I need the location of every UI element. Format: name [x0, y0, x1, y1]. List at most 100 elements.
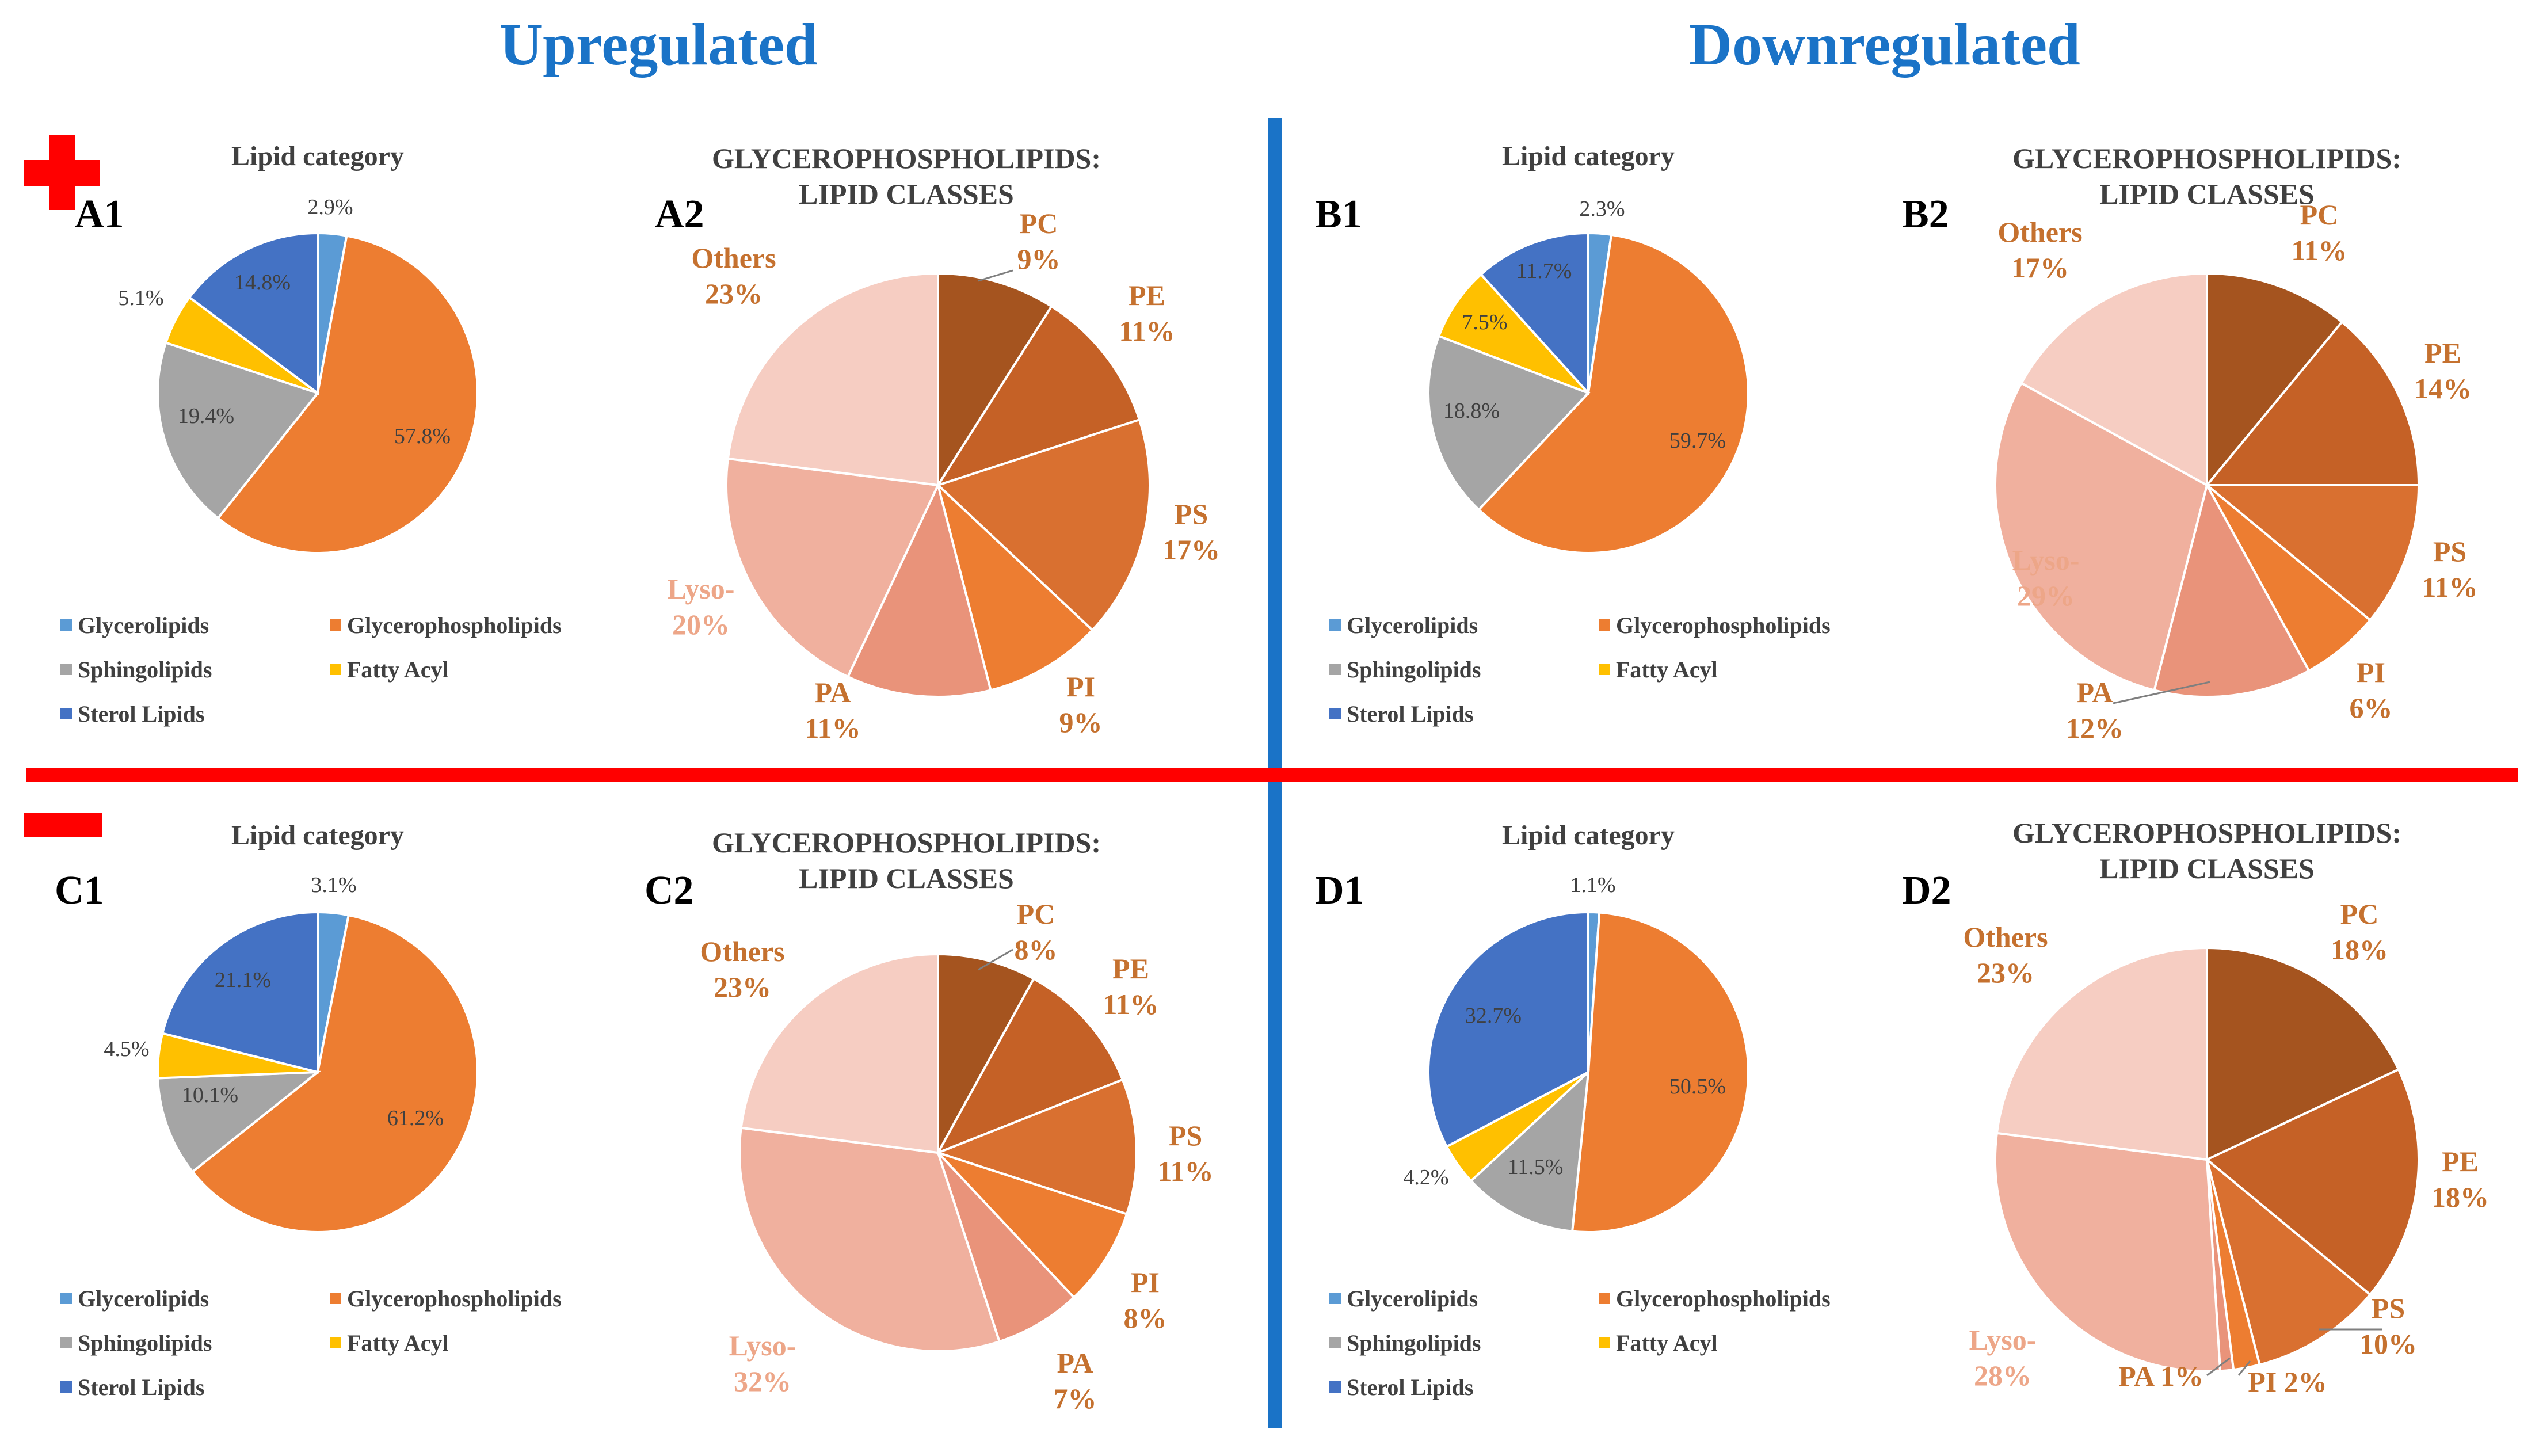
pie-slice-D1-sphingolipids	[1469, 1069, 1590, 1233]
class-label-B2-others: Others	[1997, 216, 2082, 248]
legend-swatch-fattyacyl	[1599, 664, 1610, 675]
legend-label-glycerophospholipids: Glycerophospholipids	[347, 1286, 562, 1312]
class-label-C2-ps: PS	[1169, 1119, 1202, 1152]
pie-slice-A1-sphingolipids	[157, 341, 320, 520]
panel-label-D1: D1	[1315, 868, 1364, 913]
class-label-C2-lyso: Lyso-	[729, 1329, 796, 1362]
plus-icon	[24, 135, 100, 210]
chart-title-C2-line2: LIPID CLASSES	[799, 862, 1014, 894]
legend-swatch-glycerolipids	[1329, 619, 1341, 631]
pie-slice-D2-pc	[2206, 946, 2400, 1162]
data-label-A1-sterollipids: 14.8%	[234, 270, 291, 295]
class-value-C2-pi: 8%	[1124, 1302, 1167, 1334]
pie-chart-A1: A1 Lipid category 2.9% 57.8% 19.4% 5.1% 14.8% G…	[60, 141, 562, 727]
pie-slice-C2-pi	[937, 1152, 1129, 1299]
legend-swatch-glycerophospholipids	[330, 619, 341, 631]
class-label-D2-pi: PI 2%	[2248, 1366, 2327, 1398]
class-value-D2-pe: 18%	[2431, 1181, 2489, 1213]
chart-title-C2-line1: GLYCEROPHOSPHOLIPIDS:	[712, 826, 1101, 859]
pie-slice-C2-pc	[937, 952, 1035, 1153]
pie-slice-B2-others	[2019, 272, 2208, 487]
pie-slice-B2-pe	[2204, 320, 2420, 486]
class-value-A2-lyso: 20%	[672, 608, 730, 641]
pie-chart-B1: B1 Lipid category 2.3% 59.7% 18.8% 7.5% 11.7% G…	[1315, 141, 1831, 727]
class-label-D2-pc: PC	[2340, 898, 2379, 930]
panel-label-D2: D2	[1902, 868, 1951, 913]
data-label-B1-fattyacyl: 7.5%	[1462, 310, 1507, 334]
pie-slice-A2-others	[726, 272, 939, 487]
class-value-D2-ps: 10%	[2359, 1328, 2417, 1360]
data-label-D1-fattyacyl: 4.2%	[1403, 1165, 1448, 1190]
legend-swatch-glycerolipids	[1329, 1293, 1341, 1304]
legend-swatch-fattyacyl	[330, 1337, 341, 1348]
legend-label-sphingolipids: Sphingolipids	[1347, 1330, 1481, 1356]
data-label-C1-glycerophospholipids: 61.2%	[387, 1106, 444, 1130]
class-label-B2-pi: PI	[2357, 656, 2385, 688]
class-value-C2-lyso: 32%	[734, 1365, 791, 1397]
class-label-C2-pa: PA	[1057, 1347, 1093, 1379]
class-value-C2-ps: 11%	[1157, 1155, 1213, 1187]
class-label-A2-ps: PS	[1175, 498, 1208, 530]
panel-label-A2: A2	[655, 192, 704, 237]
legend-label-sphingolipids: Sphingolipids	[78, 657, 212, 683]
legend-label-fattyacyl: Fatty Acyl	[347, 657, 449, 683]
class-label-A2-pe: PE	[1129, 279, 1165, 311]
pie-slice-C1-glycerophospholipids	[190, 913, 479, 1234]
pie-slice-B1-sphingolipids	[1427, 334, 1591, 512]
class-label-D2-pe: PE	[2442, 1145, 2479, 1177]
pie-slice-C2-others	[739, 952, 939, 1154]
class-label-B2-ps: PS	[2433, 535, 2466, 567]
data-label-A1-sphingolipids: 19.4%	[178, 404, 234, 428]
class-label-C2-pc: PC	[1017, 898, 1055, 930]
legend-label-glycerolipids: Glycerolipids	[78, 612, 209, 638]
data-label-B1-sphingolipids: 18.8%	[1443, 399, 1500, 423]
pie-slice-C1-sphingolipids	[157, 1070, 322, 1173]
legend-swatch-sphingolipids	[1329, 664, 1341, 675]
class-label-A2-pa: PA	[815, 676, 851, 708]
class-value-B2-pc: 11%	[2291, 234, 2347, 266]
pie-slice-B1-sterollipids	[1479, 231, 1589, 397]
panel-label-B1: B1	[1315, 192, 1362, 237]
leader-line-D2-pa	[2206, 1357, 2231, 1377]
class-value-C2-pa: 7%	[1054, 1382, 1097, 1415]
class-label-B2-pe: PE	[2424, 337, 2461, 369]
legend-swatch-sterollipids	[60, 708, 72, 719]
pie-slice-A2-ps	[936, 418, 1151, 632]
chart-title-B2-line2: LIPID CLASSES	[2099, 178, 2315, 210]
class-label-D2-others: Others	[1963, 921, 2048, 953]
legend-label-sphingolipids: Sphingolipids	[78, 1330, 212, 1356]
pie-slice-B1-fattyacyl	[1437, 272, 1589, 394]
class-value-B2-ps: 11%	[2422, 571, 2477, 603]
pie-slice-B2-pi	[2206, 484, 2372, 673]
class-label-B2-pa: PA	[2077, 676, 2113, 708]
chart-title-B2-line1: GLYCEROPHOSPHOLIPIDS:	[2012, 142, 2401, 174]
data-label-C1-sterollipids: 21.1%	[215, 968, 271, 992]
heading-upregulated: Upregulated	[500, 12, 818, 78]
plus-icon-horizontal-bar	[24, 160, 100, 186]
class-label-C2-others: Others	[700, 935, 784, 967]
legend-swatch-glycerophospholipids	[1599, 619, 1610, 631]
data-label-A1-glycerolipids: 2.9%	[307, 195, 353, 219]
pie-slice-C2-lyso	[738, 1126, 1001, 1352]
chart-title-D2-line2: LIPID CLASSES	[2099, 852, 2315, 885]
class-label-A2-pi: PI	[1066, 670, 1095, 703]
leader-line-D2-pi	[2237, 1360, 2251, 1376]
pie-slice-C2-pa	[937, 1152, 1076, 1343]
chart-title-A2-line2: LIPID CLASSES	[799, 178, 1014, 210]
class-label-A2-pc: PC	[1020, 207, 1058, 239]
legend-swatch-glycerolipids	[60, 1293, 72, 1304]
pie-slice-A1-glycerophospholipids	[216, 234, 479, 554]
pie-slice-D1-glycerophospholipids	[1570, 911, 1749, 1233]
pie-slice-D1-sterollipids	[1427, 910, 1589, 1149]
pie-slice-A2-pi	[936, 481, 1095, 692]
pie-slice-D2-lyso	[1994, 1131, 2222, 1373]
panel-label-C1: C1	[55, 868, 104, 913]
legend-swatch-sterollipids	[60, 1381, 72, 1393]
legend-label-sterollipids: Sterol Lipids	[1347, 701, 1473, 727]
legend-label-sphingolipids: Sphingolipids	[1347, 657, 1481, 683]
data-label-C1-sphingolipids: 10.1%	[182, 1083, 238, 1107]
class-value-B2-others: 17%	[2011, 251, 2069, 284]
class-value-C2-pc: 8%	[1015, 933, 1058, 966]
